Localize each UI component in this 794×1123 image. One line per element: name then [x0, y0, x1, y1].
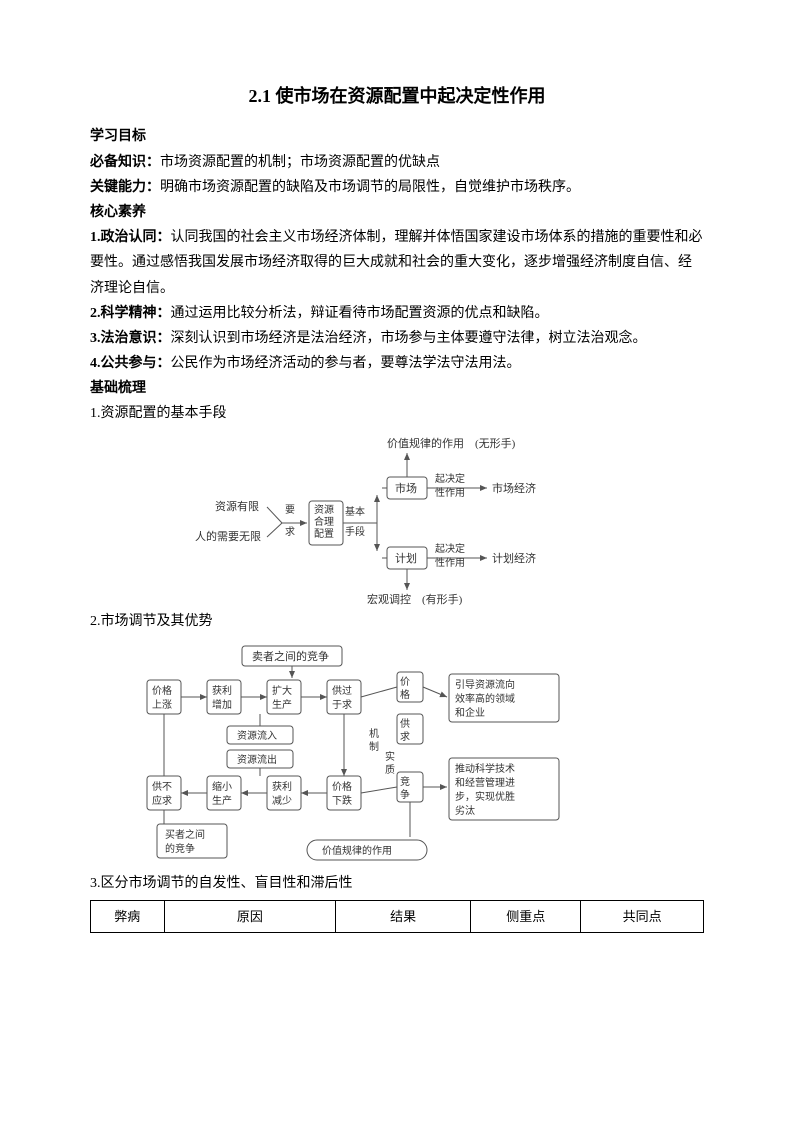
- diagram-2: 卖者之间的竞争 价格 上涨 获利 增加 扩大 生产 供过 于求 资源流入 资源流…: [137, 642, 657, 867]
- defects-table: 弊病 原因 结果 侧重点 共同点: [90, 900, 704, 933]
- d2-cp1: 竞: [400, 775, 410, 788]
- d2-resin: 资源流入: [237, 729, 277, 742]
- core1-head: 1.政治认同：: [90, 230, 171, 245]
- th-defect: 弊病: [91, 901, 165, 933]
- base-item-2: 2.市场调节及其优势: [90, 609, 704, 634]
- d2-sk1: 缩小: [212, 780, 232, 793]
- d2-prd1: 获利: [272, 781, 292, 793]
- d1-alloc3: 配置: [314, 528, 334, 540]
- d1-market: 市场: [395, 481, 417, 495]
- d2-bc1: 买者之间: [165, 828, 205, 841]
- d2-mech1: 机: [369, 727, 379, 740]
- label-key-ability: 关键能力：: [90, 180, 160, 195]
- d2-pru1: 获利: [212, 685, 232, 697]
- d2-resout: 资源流出: [237, 753, 277, 766]
- d2-e1a: 引导资源流向: [455, 678, 515, 691]
- d2-e2d: 劣汰: [455, 804, 475, 817]
- d1-mkt-econ: 市场经济: [492, 481, 536, 495]
- val-req-knowledge: 市场资源配置的机制；市场资源配置的优缺点: [160, 155, 440, 170]
- d1-plan-econ: 计划经济: [492, 551, 536, 565]
- d1-dec1a: 起决定: [435, 472, 465, 485]
- core1-val: 认同我国的社会主义市场经济体制，理解并体悟国家建设市场体系的措施的重要性和必要性…: [90, 230, 703, 295]
- d1-require2: 求: [285, 526, 295, 538]
- val-key-ability: 明确市场资源配置的缺陷及市场调节的局限性，自觉维护市场秩序。: [160, 180, 580, 195]
- d2-e1c: 和企业: [455, 706, 485, 719]
- section-core: 核心素养: [90, 205, 146, 220]
- d2-mech2: 制: [369, 740, 379, 753]
- d1-dec2b: 性作用: [435, 556, 465, 569]
- d1-demand: 人的需要无限: [195, 529, 261, 543]
- d2-prd2: 减少: [272, 795, 292, 807]
- d1-bottom: 宏观调控 (有形手): [367, 592, 463, 605]
- d1-basic2: 手段: [345, 525, 365, 538]
- th-focus: 侧重点: [471, 901, 581, 933]
- d1-alloc1: 资源: [314, 503, 334, 516]
- th-common: 共同点: [581, 901, 704, 933]
- base-item-3: 3.区分市场调节的自发性、盲目性和滞后性: [90, 871, 704, 896]
- label-req-knowledge: 必备知识：: [90, 155, 160, 170]
- d2-ess2: 质: [385, 764, 395, 776]
- core4-head: 4.公共参与：: [90, 356, 171, 371]
- d1-plan: 计划: [395, 552, 417, 565]
- d2-cp2: 争: [400, 788, 410, 801]
- section-base: 基础梳理: [90, 381, 146, 396]
- diagram-1: 价值规律的作用 (无形手) 资源有限 人的需要无限 要 求 资源 合理 配置 基…: [187, 435, 607, 605]
- d2-os1: 供过: [332, 684, 352, 697]
- d2-sd1: 供: [400, 717, 410, 730]
- d1-top: 价值规律的作用 (无形手): [387, 436, 516, 450]
- core3-val: 深刻认识到市场经济是法治经济，市场参与主体要遵守法律，树立法治观念。: [171, 331, 647, 346]
- d2-sd2: 求: [400, 731, 410, 743]
- d2-ex2: 生产: [272, 698, 292, 711]
- d1-basic1: 基本: [345, 505, 365, 518]
- d2-pu1: 价格: [152, 684, 172, 697]
- d2-price1: 价: [400, 676, 410, 688]
- d2-os2: 于求: [332, 699, 352, 711]
- core4-val: 公民作为市场经济活动的参与者，要尊法学法守法用法。: [171, 356, 521, 371]
- d2-vlaw: 价值规律的作用: [322, 844, 392, 857]
- core2-val: 通过运用比较分析法，辩证看待市场配置资源的优点和缺陷。: [171, 306, 549, 321]
- d2-seller: 卖者之间的竞争: [252, 649, 329, 663]
- d2-sh1: 供不: [152, 780, 172, 793]
- d2-pru2: 增加: [212, 698, 232, 711]
- d2-ess1: 实: [385, 750, 395, 763]
- d2-pu2: 上涨: [152, 699, 172, 711]
- d1-res-limited: 资源有限: [215, 499, 259, 513]
- base-item-1: 1.资源配置的基本手段: [90, 401, 704, 426]
- d1-dec1b: 性作用: [435, 486, 465, 499]
- d2-bc2: 的竞争: [165, 842, 195, 855]
- d2-price2: 格: [400, 688, 410, 701]
- d2-ex1: 扩大: [272, 684, 292, 697]
- page-title: 2.1 使市场在资源配置中起决定性作用: [90, 80, 704, 112]
- core2-head: 2.科学精神：: [90, 306, 171, 321]
- d2-pd2: 下跌: [332, 794, 352, 807]
- d2-e2b: 和经营管理进: [455, 776, 515, 789]
- d2-e2a: 推动科学技术: [455, 762, 515, 775]
- th-reason: 原因: [164, 901, 336, 933]
- d2-e2c: 步，实现优胜: [455, 790, 515, 803]
- core3-head: 3.法治意识：: [90, 331, 171, 346]
- d2-sh2: 应求: [152, 794, 172, 807]
- d2-e1b: 效率高的领域: [455, 692, 515, 705]
- d1-dec2a: 起决定: [435, 542, 465, 555]
- d2-pd1: 价格: [332, 780, 352, 793]
- d1-alloc2: 合理: [314, 515, 334, 528]
- section-study-goal: 学习目标: [90, 129, 146, 144]
- d1-require1: 要: [285, 504, 295, 516]
- d2-sk2: 生产: [212, 794, 232, 807]
- th-result: 结果: [336, 901, 471, 933]
